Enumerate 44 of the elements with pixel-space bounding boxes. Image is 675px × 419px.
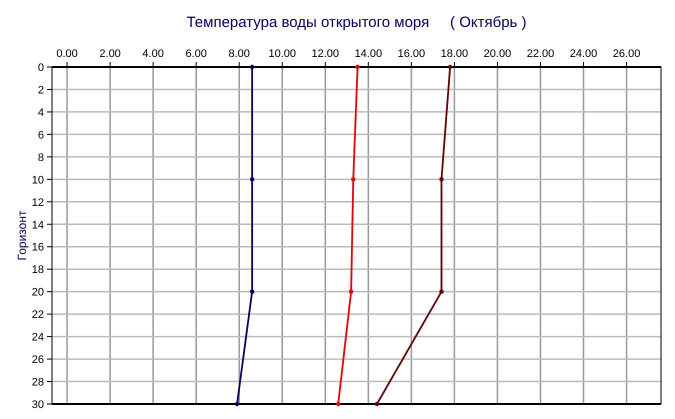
- point: [250, 289, 254, 294]
- x-tick-label: 10.00: [268, 48, 296, 60]
- point: [234, 402, 240, 406]
- point: [250, 177, 254, 182]
- x-tick-label: 26.00: [612, 48, 640, 60]
- y-tick-label: 6: [38, 129, 44, 142]
- y-tick-label: 22: [32, 309, 44, 322]
- point: [355, 64, 360, 70]
- y-tick-label: 4: [38, 106, 44, 119]
- y-tick-label: 14: [32, 219, 44, 232]
- y-tick-label: 0: [38, 62, 44, 74]
- point: [374, 402, 380, 406]
- x-tick-label: 0.00: [56, 48, 78, 60]
- y-tick-label: 30: [32, 399, 44, 411]
- point: [439, 289, 444, 294]
- x-tick-label: 24.00: [570, 48, 598, 60]
- x-tick-label: 14.00: [354, 48, 382, 60]
- y-tick-label: 12: [32, 196, 44, 209]
- point: [351, 177, 356, 182]
- y-tick-label: 10: [32, 174, 44, 186]
- x-tick-label: 22.00: [526, 48, 554, 60]
- x-tick-label: 16.00: [398, 48, 426, 60]
- point: [336, 402, 340, 406]
- y-tick-label: 24: [32, 332, 44, 344]
- y-tick-label: 2: [38, 84, 44, 96]
- x-tick-label: 4.00: [142, 48, 164, 60]
- x-tick-label: 6.00: [185, 48, 207, 60]
- point: [348, 289, 354, 294]
- y-axis-title: Горизонт: [15, 210, 29, 260]
- x-tick-label: 8.00: [228, 48, 250, 60]
- point: [448, 64, 452, 70]
- chart-title: Температура воды открытого моря ( Октябрь ): [186, 14, 527, 31]
- y-tick-label: 18: [32, 264, 44, 276]
- y-tick-label: 28: [32, 376, 44, 389]
- y-tick-label: 16: [32, 242, 44, 254]
- y-tick-label: 8: [38, 152, 44, 164]
- x-tick-label: 2.00: [99, 48, 121, 60]
- x-tick-label: 12.00: [312, 48, 340, 60]
- y-tick-label: 26: [32, 354, 44, 366]
- point: [250, 64, 254, 70]
- y-tick-label: 20: [32, 286, 44, 299]
- x-tick-label: 18.00: [440, 48, 468, 60]
- x-tick-label: 20.00: [484, 48, 512, 60]
- point: [439, 177, 444, 182]
